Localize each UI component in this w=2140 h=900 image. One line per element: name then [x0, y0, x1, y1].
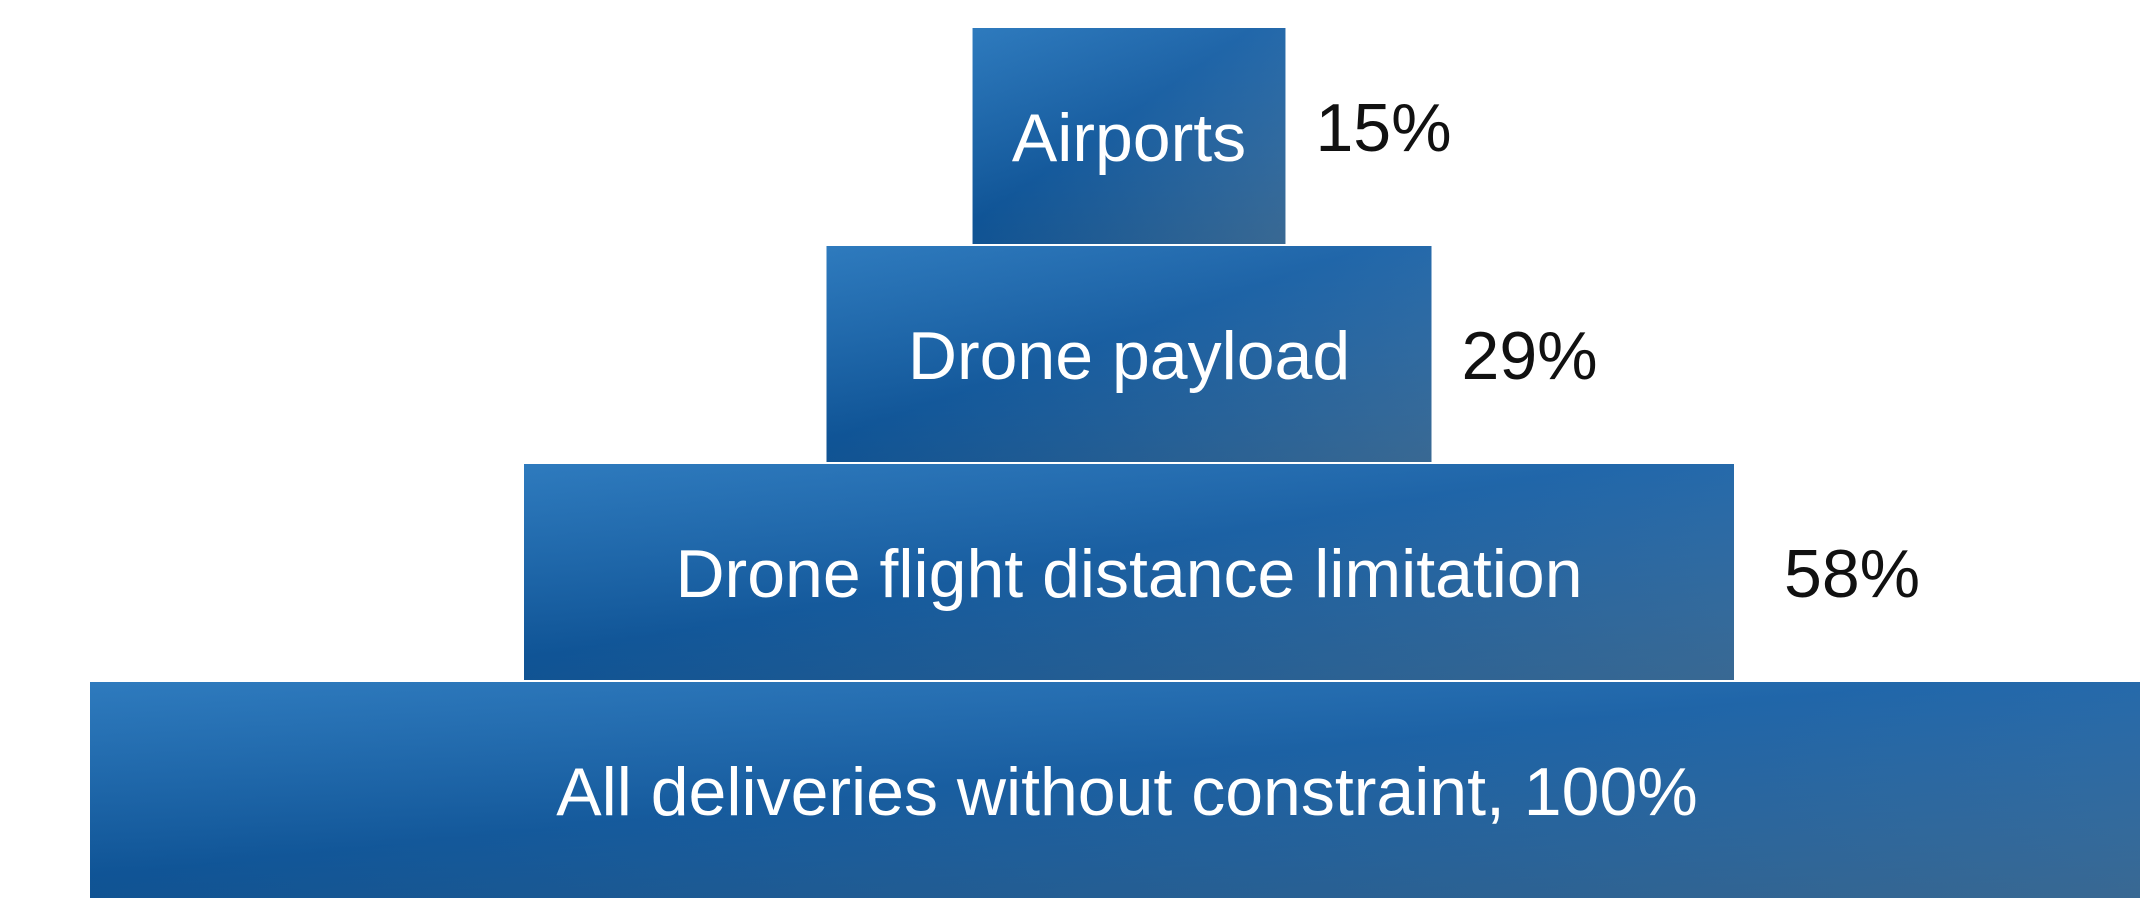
pyramid-tier-value-4: 15% [1315, 90, 1451, 166]
bars-layer [90, 28, 2140, 898]
pyramid-tier-label-4: Airports [1012, 100, 1246, 176]
pyramid-tier-label-3: Drone payload [908, 318, 1350, 394]
pyramid-tier-label-1: All deliveries without constraint, 100% [556, 754, 1697, 830]
pyramid-tier-value-3: 29% [1462, 318, 1598, 394]
labels-layer: All deliveries without constraint, 100% D… [556, 90, 1920, 830]
pyramid-tier-shade-3 [826, 246, 1432, 462]
pyramid-tier-label-2: Drone flight distance limitation [675, 536, 1582, 612]
pyramid-tier-shade-1 [90, 682, 2140, 898]
pyramid-tier-shade-2 [524, 464, 1734, 680]
pyramid-tier-value-2: 58% [1784, 536, 1920, 612]
pyramid-tier-shade-4 [972, 28, 1286, 244]
